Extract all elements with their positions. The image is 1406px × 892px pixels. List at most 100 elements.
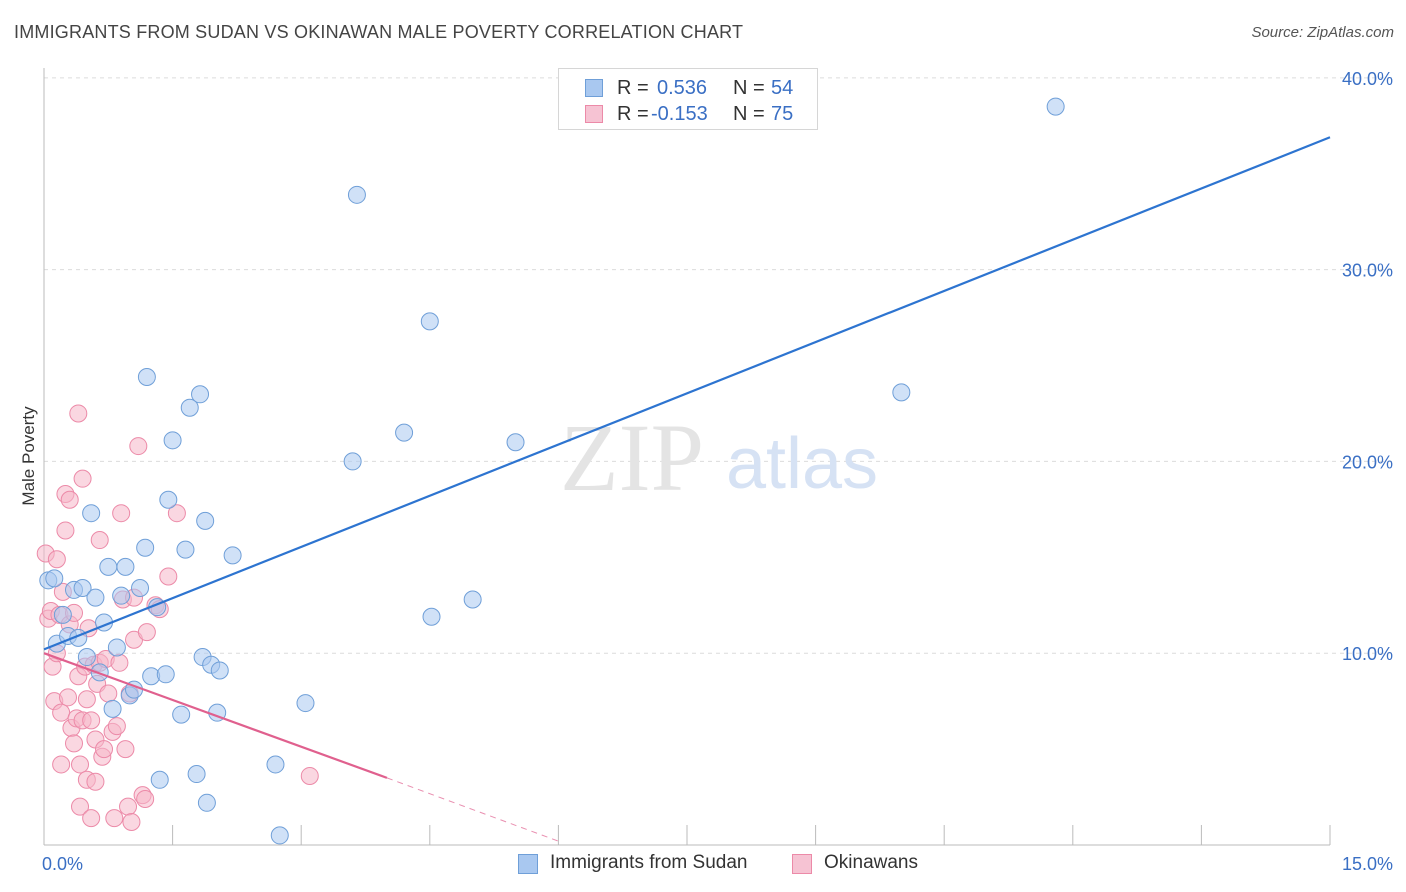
legend-n-value: 75 [771, 103, 794, 125]
okinawans-point [60, 490, 79, 509]
sudan-point [463, 590, 482, 609]
okinawans-point [77, 690, 96, 709]
sudan-point [1046, 97, 1065, 116]
sudan-point [150, 770, 169, 789]
sudan-point [395, 423, 414, 442]
gridlines [44, 77, 1394, 654]
okinawans-point [129, 437, 148, 456]
sudan-point [187, 765, 206, 784]
okinawans-point [82, 711, 101, 730]
sudan-point [159, 490, 178, 509]
watermark-atlas: atlas [726, 424, 878, 504]
sudan-point [172, 705, 191, 724]
legend-swatch-sudan [518, 854, 538, 874]
legend-n-label: N = [733, 77, 765, 99]
sudan-point [270, 826, 289, 845]
okinawans-point [300, 766, 319, 785]
okinawans-point [110, 653, 129, 672]
sudan-point [180, 398, 199, 417]
okinawans-point [159, 567, 178, 586]
x-tick-label: 0.0% [42, 854, 83, 874]
tick-labels: 10.0% 20.0% 30.0% 40.0% 0.0% 15.0% [42, 69, 1393, 874]
legend-swatch-okinawans [792, 854, 812, 874]
chart-title: IMMIGRANTS FROM SUDAN VS OKINAWAN MALE P… [14, 22, 744, 42]
legend-r-value: -0.153 [651, 103, 708, 125]
axes [43, 68, 1331, 846]
sudan-point [156, 665, 175, 684]
sudan-point [347, 185, 366, 204]
okinawans-point [136, 789, 155, 808]
legend-swatch-okinawans [585, 105, 603, 123]
trend-lines [43, 136, 1331, 842]
okinawans-point [52, 755, 71, 774]
okinawans-point [47, 550, 66, 569]
legend-n-value: 54 [771, 77, 794, 99]
sudan-point [73, 578, 92, 597]
legend-label-sudan: Immigrants from Sudan [550, 852, 748, 873]
sudan-point [136, 538, 155, 557]
okinawans-point [86, 772, 105, 791]
okinawans-point [56, 521, 75, 540]
sudan-points [39, 97, 1065, 845]
sudan-point [506, 433, 525, 452]
okinawans-point [73, 469, 92, 488]
correlation-legend: R = 0.536 N = 54 R = -0.153 N = 75 [558, 68, 818, 130]
y-tick-label: 40.0% [1342, 69, 1393, 89]
sudan-point [82, 504, 101, 523]
okinawans-point [119, 797, 138, 816]
sudan-point [422, 607, 441, 626]
sudan-point [77, 648, 96, 667]
okinawans-point [71, 797, 90, 816]
sudan-point [137, 368, 156, 387]
okinawans-point [167, 504, 186, 523]
y-axis-label: Male Poverty [19, 406, 38, 506]
series-legend: Immigrants from Sudan Okinawans [0, 852, 1406, 876]
sudan-trend-line [43, 136, 1331, 651]
sudan-point [266, 755, 285, 774]
sudan-point [223, 546, 242, 565]
legend-swatch-sudan [585, 79, 603, 97]
okinawans-point [116, 740, 135, 759]
x-tick-label: 15.0% [1342, 854, 1393, 874]
y-tick-label: 30.0% [1342, 261, 1393, 281]
sudan-point [196, 511, 215, 530]
sudan-point [107, 638, 126, 657]
sudan-point [86, 588, 105, 607]
okinawans-point [71, 755, 90, 774]
legend-r-label: R = [617, 77, 649, 99]
legend-r-label: R = [617, 103, 649, 125]
sudan-point [210, 661, 229, 680]
y-tick-label: 20.0% [1342, 452, 1393, 472]
sudan-point [116, 557, 135, 576]
sudan-point [112, 586, 131, 605]
okinawans-point [105, 809, 124, 828]
sudan-point [131, 578, 150, 597]
legend-label-okinawans: Okinawans [824, 852, 918, 873]
legend-n-label: N = [733, 103, 765, 125]
okinawans-point [95, 740, 114, 759]
sudan-point [343, 452, 362, 471]
sudan-point [99, 557, 118, 576]
sudan-point [53, 605, 72, 624]
okinawans-point [69, 404, 88, 423]
okinawans-point [99, 684, 118, 703]
sudan-point [197, 793, 216, 812]
okinawans-point [107, 717, 126, 736]
source-label: Source: ZipAtlas.com [1251, 24, 1394, 41]
okinawans-point [90, 531, 109, 550]
sudan-point [892, 383, 911, 402]
sudan-point [296, 694, 315, 713]
watermark-zip: ZIP [560, 404, 704, 511]
okinawans-trend-line [43, 652, 388, 779]
okinawans-trend-extension [386, 777, 559, 842]
legend-r-value: 0.536 [657, 77, 708, 99]
sudan-point [176, 540, 195, 559]
sudan-point [191, 385, 210, 404]
okinawans-point [82, 809, 101, 828]
y-tick-label: 10.0% [1342, 644, 1393, 664]
okinawans-point [122, 812, 141, 831]
okinawans-point [112, 504, 131, 523]
sudan-point [103, 699, 122, 718]
okinawans-point [59, 688, 78, 707]
